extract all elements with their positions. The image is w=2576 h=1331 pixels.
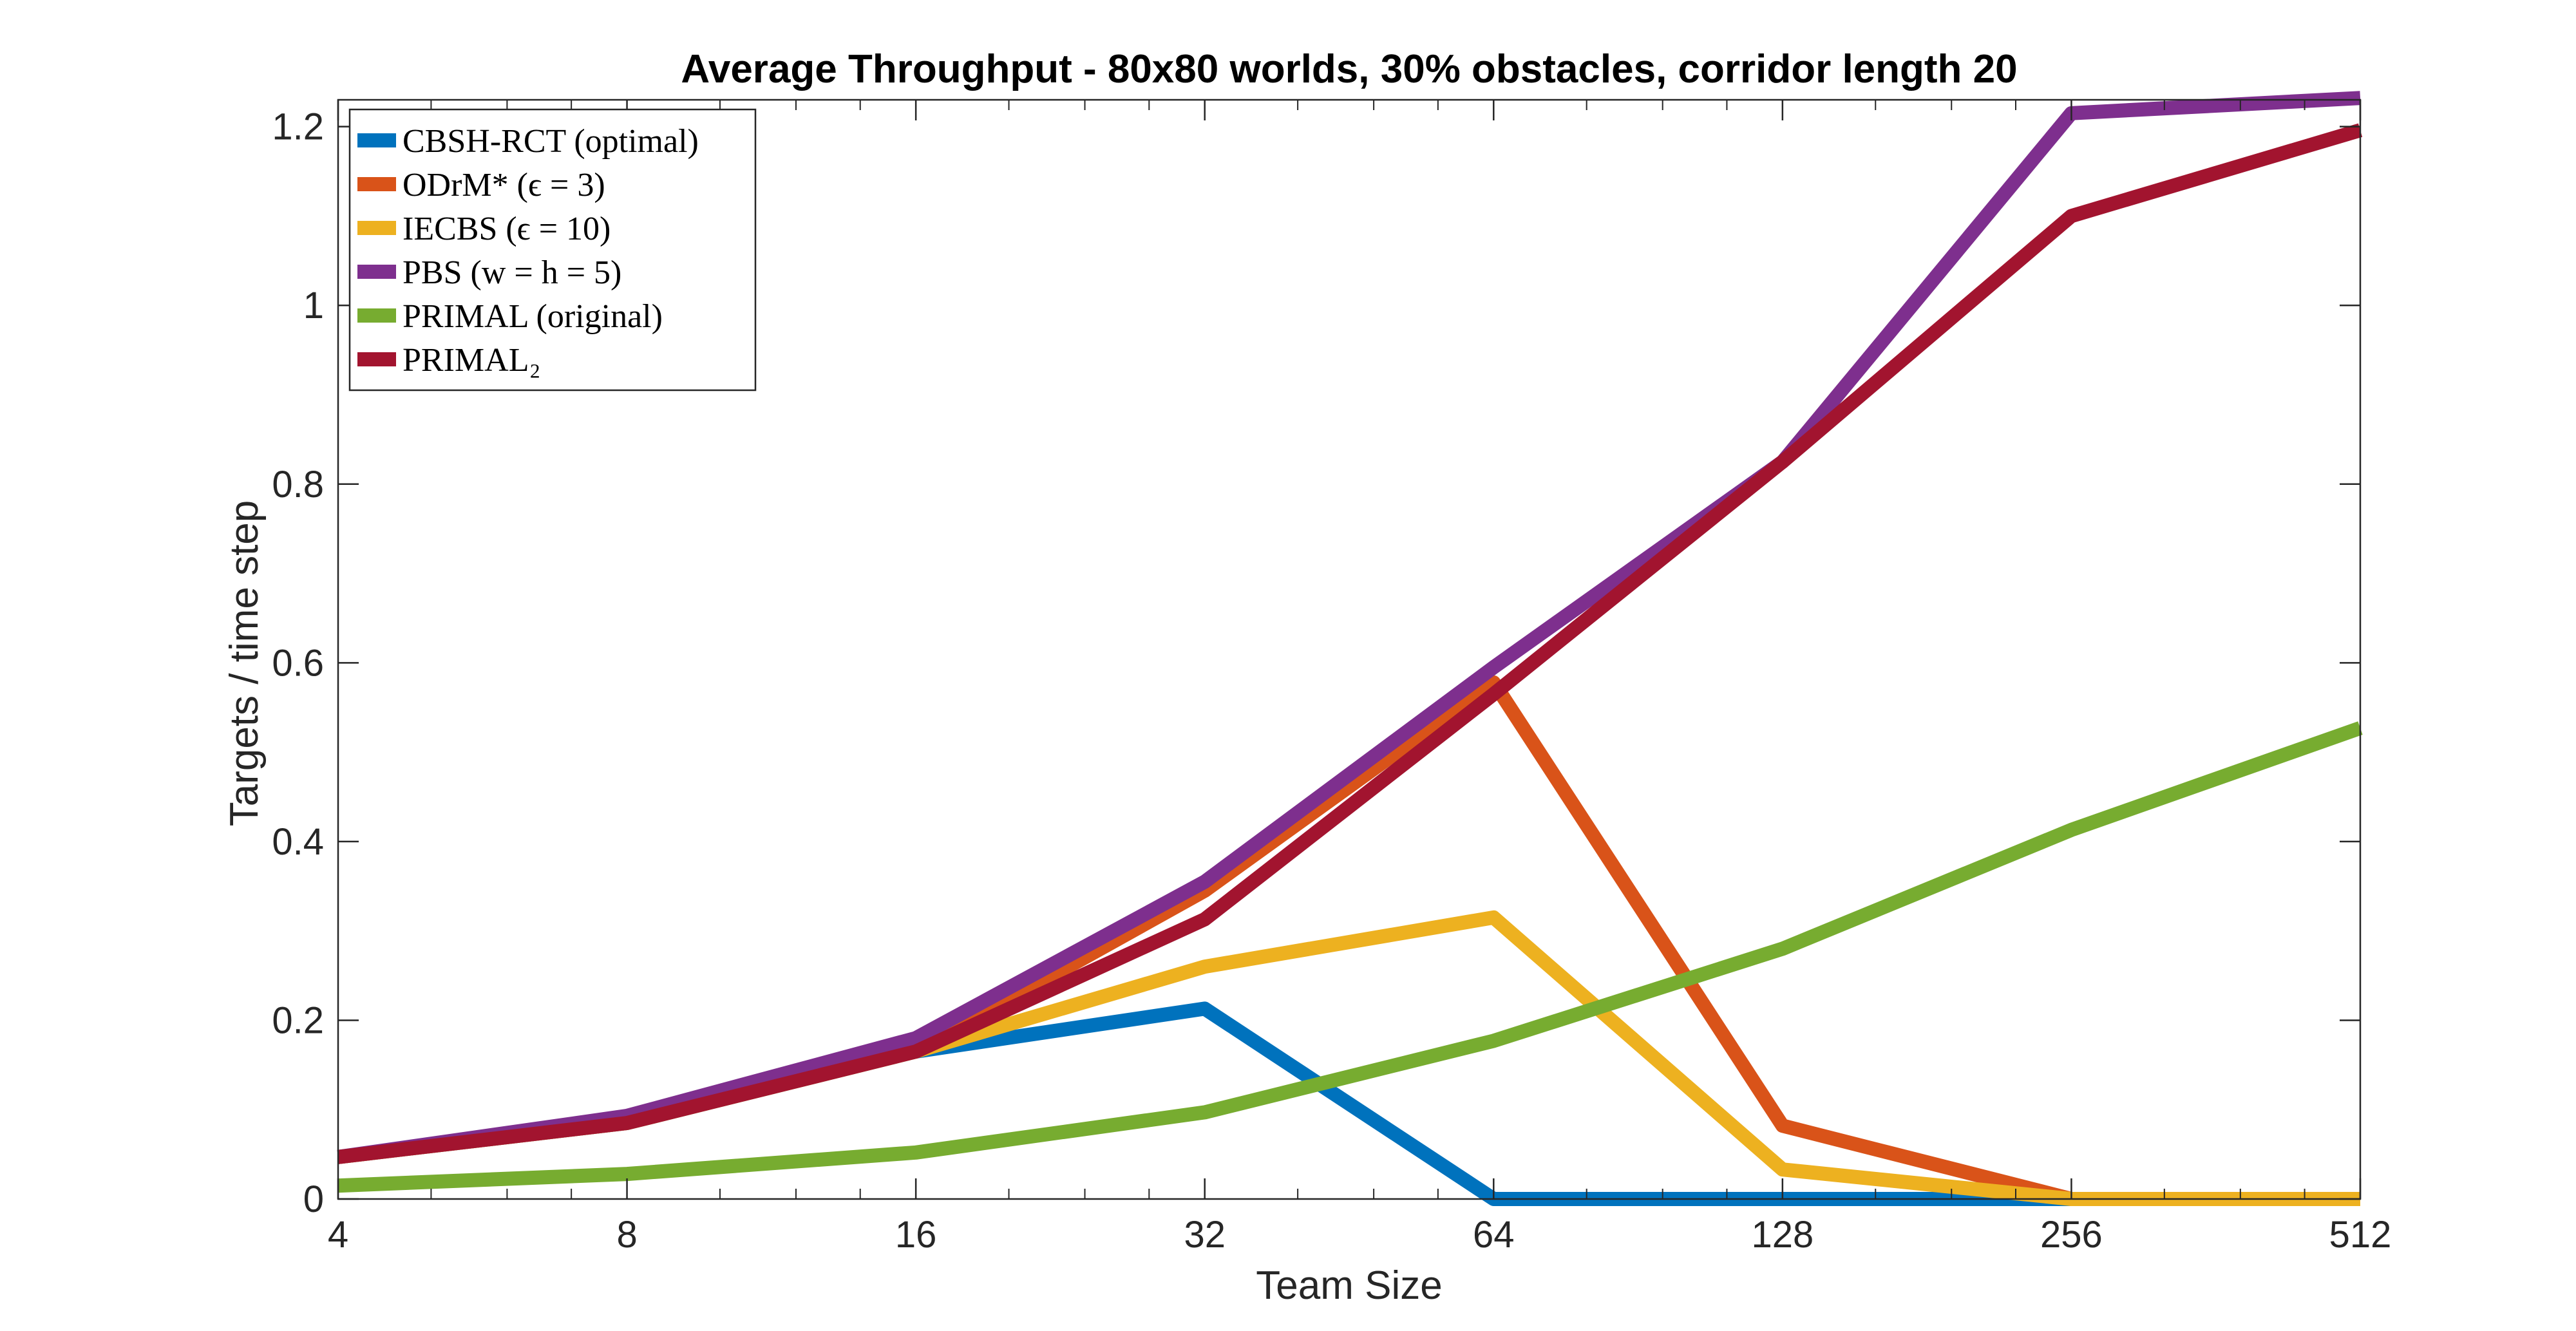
legend-box [348,108,757,392]
x-tick-label: 64 [1473,1214,1515,1256]
x-tick-label: 32 [1184,1214,1226,1256]
legend-entry: PRIMAL (original) [402,298,663,335]
y-tick-label: 0.6 [272,642,324,684]
x-axis-label: Team Size [1256,1263,1442,1308]
y-tick-label: 0 [303,1178,324,1220]
x-tick-label: 256 [2040,1214,2103,1256]
legend: CBSH-RCT (optimal) ODrM* (ϵ = 3) IECBS (ϵ … [348,108,757,392]
legend-entry: IECBS (ϵ = 10) [402,211,611,247]
legend-entry: PBS (w = h = 5) [402,254,621,291]
x-tick-label: 512 [2329,1214,2392,1256]
legend-entry: ODrM* (ϵ = 3) [402,167,605,203]
axes-frame [337,99,2362,1200]
x-tick-label: 4 [328,1214,348,1256]
series-layer [337,91,2363,1206]
y-tick-label: 0.4 [272,821,324,863]
chart-title: Average Throughput - 80x80 worlds, 30% o… [681,47,2017,91]
legend-entry: PRIMAL₂ [402,342,541,379]
x-tick-label: 8 [616,1214,637,1256]
series-line [337,721,2363,1193]
x-tick-label: 16 [895,1214,937,1256]
y-tick-label: 1 [303,285,324,326]
axes-layer: 4 8 16 32 64 128 256 512 0 0.2 0.4 0.6 0.8 1 1.2 [272,99,2392,1256]
y-tick-label: 0.2 [272,999,324,1041]
y-tick-label: 0.8 [272,464,324,505]
y-tick-label: 1.2 [272,106,324,148]
legend-entry: CBSH-RCT (optimal) [402,123,699,160]
series-line [337,123,2363,1164]
x-tick-label: 128 [1751,1214,1814,1256]
series-line [337,91,2361,1164]
y-axis-label: Targets / time step [222,500,267,827]
